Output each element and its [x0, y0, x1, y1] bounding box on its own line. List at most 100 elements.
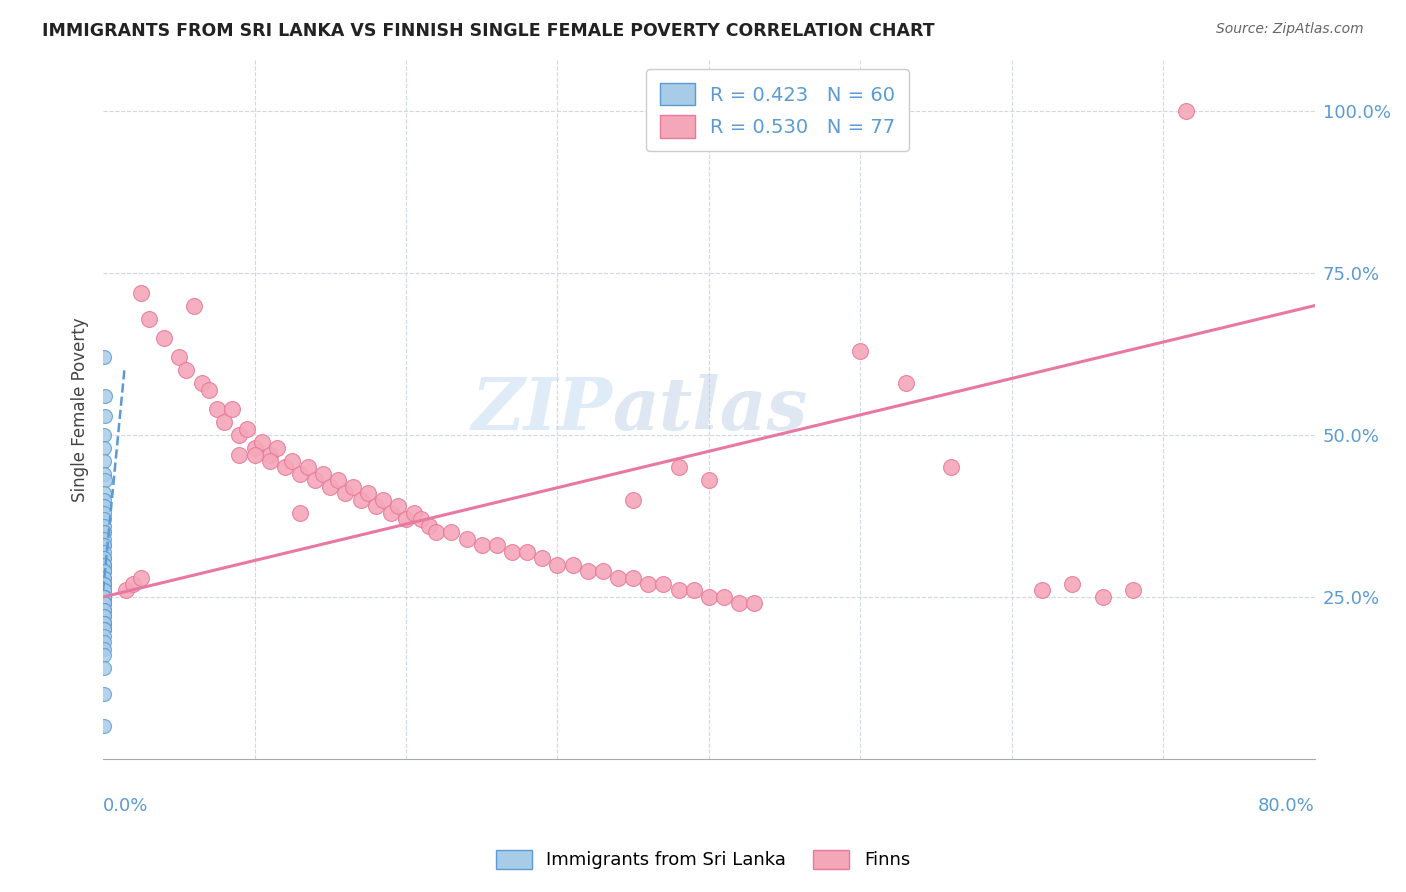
Point — [183, 299, 205, 313]
Point — [93, 551, 115, 566]
Point — [93, 454, 115, 468]
Point — [592, 564, 614, 578]
Point — [516, 544, 538, 558]
Point — [93, 486, 115, 500]
Point — [93, 635, 115, 649]
Point — [607, 570, 630, 584]
Point — [94, 474, 117, 488]
Point — [138, 311, 160, 326]
Point — [93, 564, 115, 578]
Point — [93, 622, 115, 636]
Point — [576, 564, 599, 578]
Point — [93, 577, 115, 591]
Point — [93, 551, 115, 566]
Point — [93, 525, 115, 540]
Point — [849, 343, 872, 358]
Point — [93, 525, 115, 540]
Point — [228, 428, 250, 442]
Point — [198, 383, 221, 397]
Y-axis label: Single Female Poverty: Single Female Poverty — [72, 317, 89, 501]
Point — [129, 285, 152, 300]
Point — [93, 615, 115, 630]
Point — [456, 532, 478, 546]
Point — [93, 570, 115, 584]
Point — [93, 596, 115, 610]
Point — [387, 500, 409, 514]
Point — [228, 448, 250, 462]
Point — [93, 570, 115, 584]
Point — [167, 351, 190, 365]
Point — [281, 454, 304, 468]
Point — [115, 583, 138, 598]
Point — [93, 512, 115, 526]
Point — [501, 544, 523, 558]
Point — [259, 454, 281, 468]
Text: Source: ZipAtlas.com: Source: ZipAtlas.com — [1216, 22, 1364, 37]
Point — [93, 629, 115, 643]
Point — [243, 441, 266, 455]
Point — [243, 448, 266, 462]
Point — [93, 583, 115, 598]
Point — [93, 441, 115, 455]
Point — [93, 467, 115, 481]
Point — [288, 506, 311, 520]
Point — [335, 486, 357, 500]
Point — [93, 603, 115, 617]
Point — [152, 331, 174, 345]
Point — [531, 551, 554, 566]
Point — [894, 376, 917, 391]
Point — [621, 570, 644, 584]
Point — [129, 570, 152, 584]
Point — [93, 577, 115, 591]
Point — [93, 532, 115, 546]
Point — [440, 525, 463, 540]
Point — [373, 492, 395, 507]
Point — [418, 518, 440, 533]
Point — [93, 590, 115, 604]
Point — [236, 422, 259, 436]
Legend: R = 0.423   N = 60, R = 0.530   N = 77: R = 0.423 N = 60, R = 0.530 N = 77 — [645, 70, 908, 151]
Point — [93, 596, 115, 610]
Point — [93, 622, 115, 636]
Point — [728, 596, 751, 610]
Point — [93, 564, 115, 578]
Point — [93, 500, 115, 514]
Point — [93, 518, 115, 533]
Point — [697, 590, 720, 604]
Point — [93, 661, 115, 675]
Point — [93, 622, 115, 636]
Point — [93, 564, 115, 578]
Text: IMMIGRANTS FROM SRI LANKA VS FINNISH SINGLE FEMALE POVERTY CORRELATION CHART: IMMIGRANTS FROM SRI LANKA VS FINNISH SIN… — [42, 22, 935, 40]
Point — [274, 460, 297, 475]
Point — [190, 376, 212, 391]
Point — [93, 719, 115, 733]
Point — [349, 492, 371, 507]
Point — [395, 512, 418, 526]
Point — [621, 492, 644, 507]
Point — [561, 558, 583, 572]
Point — [214, 415, 236, 429]
Point — [93, 428, 115, 442]
Legend: Immigrants from Sri Lanka, Finns: Immigrants from Sri Lanka, Finns — [486, 841, 920, 879]
Point — [93, 506, 115, 520]
Point — [357, 486, 380, 500]
Point — [93, 603, 115, 617]
Point — [93, 590, 115, 604]
Point — [668, 460, 690, 475]
Point — [266, 441, 288, 455]
Point — [697, 474, 720, 488]
Point — [93, 687, 115, 701]
Point — [652, 577, 675, 591]
Point — [1031, 583, 1053, 598]
Point — [221, 402, 243, 417]
Text: 80.0%: 80.0% — [1258, 797, 1315, 815]
Point — [93, 648, 115, 663]
Point — [93, 596, 115, 610]
Point — [259, 448, 281, 462]
Point — [94, 409, 117, 423]
Point — [297, 460, 319, 475]
Text: ZIP: ZIP — [471, 374, 612, 445]
Point — [93, 603, 115, 617]
Point — [93, 558, 115, 572]
Point — [1174, 104, 1197, 119]
